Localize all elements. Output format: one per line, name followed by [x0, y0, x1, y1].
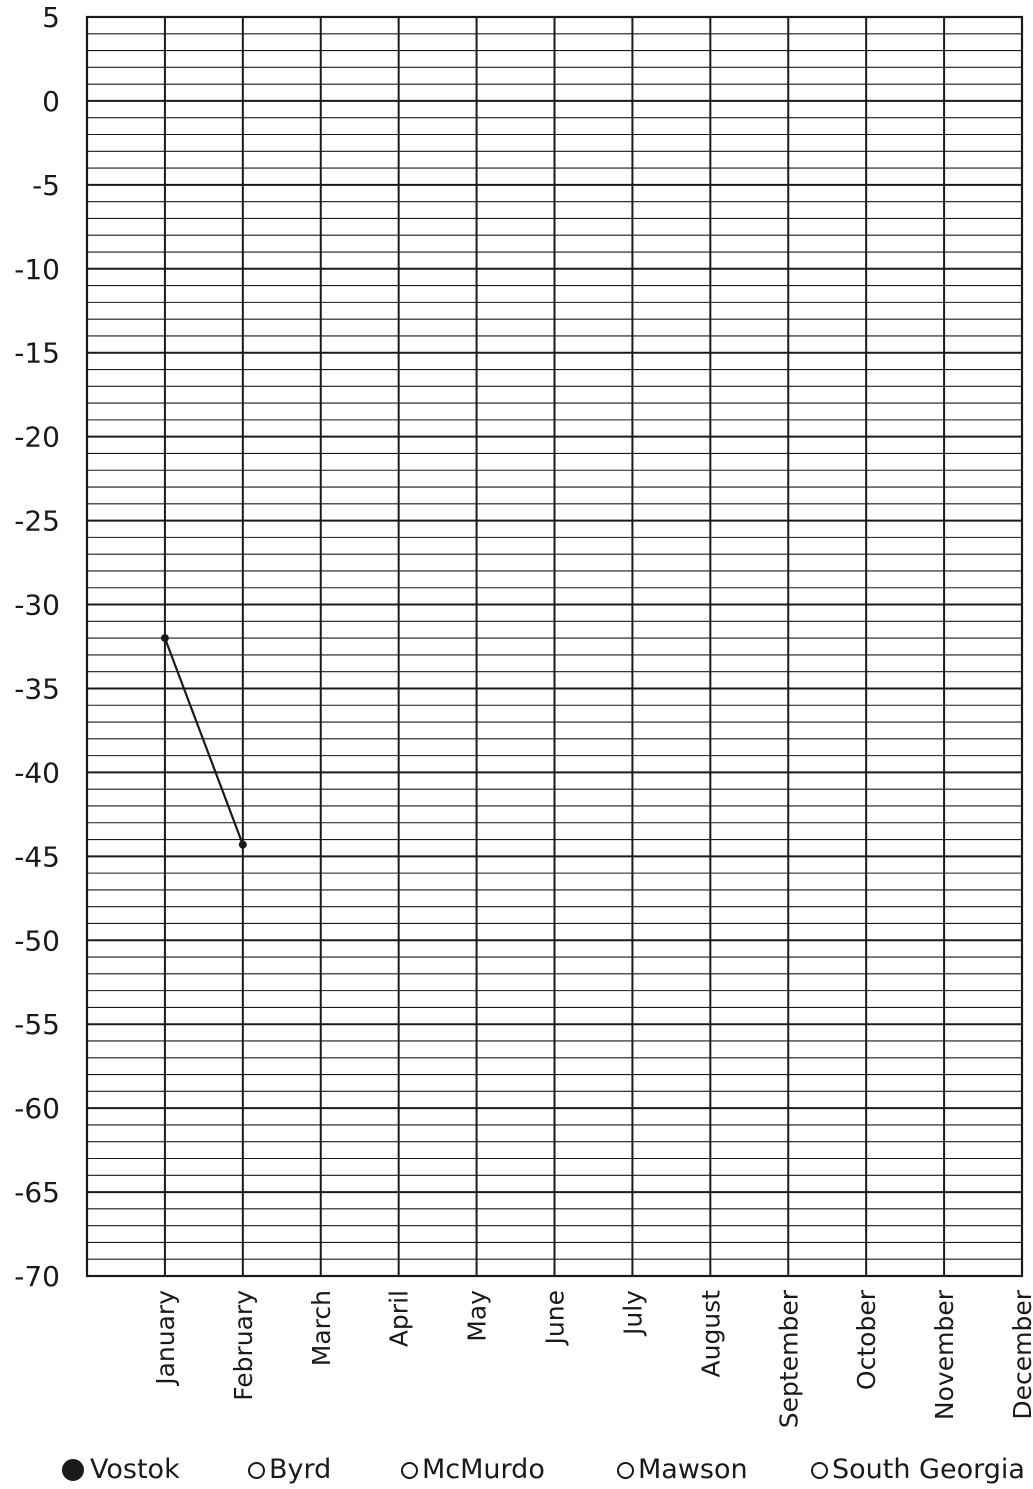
legend-label: Mawson [638, 1454, 748, 1485]
x-tick-label-february: February [229, 1290, 258, 1401]
hollow-circle-icon [811, 1461, 828, 1479]
y-tick-label: -35 [14, 672, 60, 705]
x-tick-label-may: May [463, 1290, 492, 1342]
legend-label: McMurdo [422, 1454, 545, 1485]
legend-item-south-georgia: South Georgia [811, 1452, 1025, 1488]
legend-label: Byrd [269, 1454, 332, 1485]
legend-label: Vostok [90, 1454, 180, 1485]
y-tick-label: -55 [14, 1008, 60, 1041]
y-tick-label: -60 [14, 1092, 60, 1125]
filled-circle-icon [62, 1459, 84, 1481]
y-tick-label: -70 [14, 1260, 60, 1293]
x-tick-label-april: April [385, 1290, 414, 1347]
x-tick-label-june: June [541, 1290, 570, 1346]
x-tick-label-july: July [618, 1290, 647, 1337]
legend: Vostok Byrd McMurdo Mawson South Georgia [0, 1452, 1033, 1488]
y-tick-label: -50 [14, 924, 60, 957]
data-point-january [160, 634, 169, 643]
series-line-vostok [163, 637, 244, 845]
legend-item-byrd: Byrd [248, 1452, 331, 1488]
legend-item-vostok: Vostok [62, 1452, 180, 1488]
series-layer [160, 634, 247, 849]
x-tick-label-january: January [151, 1290, 180, 1387]
legend-item-mawson: Mawson [617, 1452, 748, 1488]
y-tick-label: -65 [14, 1176, 60, 1209]
month-gridlines [163, 17, 1023, 1276]
x-tick-label-august: August [696, 1290, 725, 1378]
y-tick-label: 5 [42, 1, 60, 34]
y-tick-label: -15 [14, 337, 60, 370]
data-point-february [238, 840, 247, 849]
y-tick-label: -20 [14, 421, 60, 454]
y-tick-label: 0 [42, 85, 60, 118]
hollow-circle-icon [248, 1461, 265, 1479]
legend-label: South Georgia [832, 1454, 1025, 1485]
y-tick-label: -5 [32, 169, 60, 202]
x-tick-label-september: September [774, 1289, 803, 1428]
x-tick-label-march: March [307, 1290, 336, 1366]
chart-svg: 5 0 -5 -10 -15 -20 -25 -30 -35 -40 -45 -50 -55 -60 -65… [14, 1, 1033, 1428]
y-tick-label: -45 [14, 840, 60, 873]
hollow-circle-icon [617, 1461, 634, 1479]
y-axis-tick-labels: 5 0 -5 -10 -15 -20 -25 -30 -35 -40 -45 -50 -55 -60 -65… [14, 1, 60, 1293]
y-tick-label: -25 [14, 505, 60, 538]
x-tick-label-october: October [852, 1289, 881, 1390]
hollow-circle-icon [401, 1461, 418, 1479]
legend-item-mcmurdo: McMurdo [401, 1452, 545, 1488]
y-tick-label: -10 [14, 253, 60, 286]
x-axis-month-labels: January February March April May June July Augu… [151, 1289, 1033, 1428]
y-tick-label: -40 [14, 756, 60, 789]
x-tick-label-december: December [1008, 1289, 1033, 1419]
plot-frame [85, 15, 1024, 1278]
y-tick-label: -30 [14, 589, 60, 622]
x-tick-label-november: November [930, 1289, 959, 1420]
